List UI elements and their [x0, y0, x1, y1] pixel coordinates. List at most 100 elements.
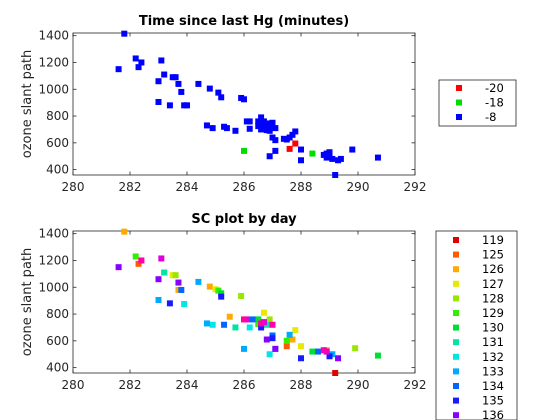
legend-swatch	[453, 339, 459, 346]
data-point	[258, 320, 265, 327]
data-point	[223, 125, 230, 132]
data-point	[206, 85, 213, 92]
data-point	[272, 147, 279, 154]
legend-swatch	[456, 99, 462, 106]
x-tick-label: 282	[119, 180, 142, 194]
legend-swatch	[453, 280, 459, 287]
data-point	[292, 140, 299, 147]
data-point	[289, 131, 296, 138]
x-tick-label: 290	[347, 180, 370, 194]
data-point	[218, 293, 225, 300]
data-point	[246, 324, 253, 331]
legend-label: -20	[485, 81, 504, 95]
y-tick-label: 400	[46, 361, 69, 375]
data-point	[161, 71, 168, 78]
y-tick-label: 1000	[38, 82, 69, 96]
data-point	[255, 118, 262, 125]
data-point	[166, 102, 173, 109]
data-point	[292, 327, 299, 334]
data-point	[195, 278, 202, 285]
data-point	[166, 300, 173, 307]
y-tick-label: 800	[46, 109, 69, 123]
y-tick-label: 1200	[38, 253, 69, 267]
data-point	[178, 286, 185, 293]
legend-label: 136	[482, 408, 504, 420]
data-point	[221, 321, 228, 328]
legend-swatch	[453, 383, 459, 389]
data-point	[286, 145, 293, 152]
data-point	[272, 345, 279, 352]
data-point	[298, 146, 304, 153]
x-tick-label: 282	[119, 378, 142, 392]
data-point	[155, 296, 162, 303]
y-axis-label: ozone slant path	[20, 50, 35, 158]
legend-swatch	[453, 295, 459, 302]
x-tick-label: 280	[62, 180, 85, 194]
y-tick-label: 800	[46, 307, 69, 321]
legend-label: 135	[482, 394, 504, 408]
data-point	[269, 335, 276, 342]
data-point	[181, 301, 188, 308]
x-tick-label: 292	[404, 378, 427, 392]
legend-swatch	[453, 368, 459, 375]
legend-swatch	[453, 324, 459, 331]
legend-label: 129	[482, 306, 504, 320]
x-tick-label: 292	[404, 180, 427, 194]
data-point	[246, 118, 253, 125]
data-point	[269, 321, 276, 328]
y-tick-label: 600	[46, 136, 69, 150]
legend-swatch	[453, 251, 459, 258]
data-point	[266, 153, 273, 160]
data-point	[218, 94, 225, 101]
y-tick-label: 1200	[38, 55, 69, 69]
data-point	[158, 255, 165, 262]
data-point	[172, 74, 179, 81]
data-point	[241, 345, 247, 352]
data-point	[260, 123, 267, 130]
legend-swatch	[453, 353, 459, 360]
data-point	[298, 157, 304, 164]
data-point	[332, 172, 339, 178]
x-tick-label: 288	[290, 378, 313, 392]
data-point	[272, 137, 279, 144]
data-point	[283, 337, 290, 344]
data-point	[226, 313, 233, 320]
data-point	[349, 146, 356, 153]
data-point	[266, 125, 273, 132]
legend-label: 131	[482, 335, 504, 349]
data-point	[218, 290, 225, 297]
data-point	[195, 80, 202, 87]
data-point	[203, 320, 210, 327]
data-point	[249, 316, 256, 323]
y-tick-label: 400	[46, 163, 69, 177]
data-point	[260, 118, 267, 125]
data-point	[132, 55, 139, 62]
data-point	[374, 154, 381, 161]
legend-swatch	[456, 114, 462, 120]
data-point	[178, 88, 185, 95]
legend-box	[435, 230, 518, 420]
y-tick-label: 1400	[38, 227, 69, 241]
data-point	[258, 114, 265, 121]
data-point	[138, 257, 145, 264]
chart-title: SC plot by day	[191, 212, 297, 227]
legend-swatch	[453, 412, 459, 419]
data-point	[289, 336, 296, 343]
data-point	[272, 125, 279, 132]
legend-label: 125	[482, 248, 504, 262]
data-point	[209, 125, 216, 132]
data-point	[241, 96, 247, 103]
data-point	[241, 147, 247, 154]
data-point	[132, 253, 139, 260]
data-point	[155, 78, 162, 85]
data-point	[232, 127, 239, 134]
data-point	[320, 347, 327, 354]
legend-swatch	[453, 266, 459, 273]
x-tick-label: 288	[290, 180, 313, 194]
x-tick-label: 284	[176, 180, 199, 194]
data-point	[209, 321, 216, 328]
legend-label: -18	[485, 96, 504, 110]
data-point	[309, 150, 316, 157]
data-point	[309, 348, 316, 355]
